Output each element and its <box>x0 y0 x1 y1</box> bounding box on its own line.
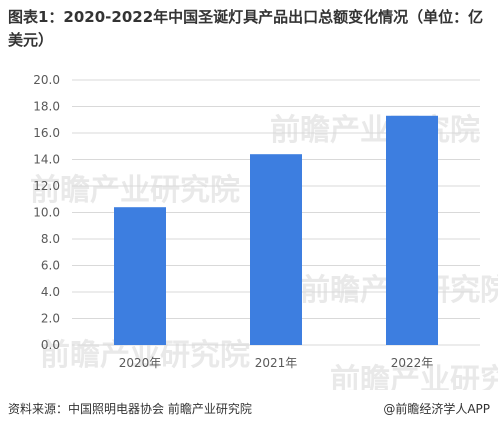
y-tick-label: 12.0 <box>33 179 60 193</box>
chart-title: 图表1：2020-2022年中国圣诞灯具产品出口总额变化情况（单位：亿美元） <box>8 8 484 49</box>
x-tick-label: 2022年 <box>391 356 434 370</box>
x-axis-ticks: 2020年 2021年 2022年 <box>119 356 434 370</box>
y-tick-label: 14.0 <box>33 153 60 167</box>
y-tick-label: 2.0 <box>41 312 60 326</box>
bar <box>114 207 166 345</box>
x-tick-label: 2020年 <box>119 356 162 370</box>
x-tick-label: 2021年 <box>255 356 298 370</box>
y-tick-label: 10.0 <box>33 206 60 220</box>
y-tick-label: 16.0 <box>33 126 60 140</box>
source-note: 资料来源：中国照明电器协会 前瞻产业研究院 <box>8 402 252 416</box>
y-tick-label: 4.0 <box>41 285 60 299</box>
credit-note: @前瞻经济学人APP <box>383 402 490 416</box>
y-axis-ticks: 0.0 2.0 4.0 6.0 8.0 10.0 12.0 14.0 16.0 18.0 20.0 <box>33 73 60 352</box>
y-tick-label: 0.0 <box>41 338 60 352</box>
bar <box>250 154 302 345</box>
watermark-text: 前瞻产业研究院 <box>270 113 480 148</box>
y-tick-label: 18.0 <box>33 100 60 114</box>
bars <box>114 115 438 346</box>
y-tick-label: 6.0 <box>41 259 60 273</box>
y-tick-label: 20.0 <box>33 73 60 87</box>
watermark-text: 前瞻产业研究院 <box>330 363 498 390</box>
bar-chart: 前瞻产业研究院前瞻产业研究院前瞻产业研究院前瞻产业研究院前瞻产业研究院 0.02… <box>30 73 498 390</box>
watermark-text: 前瞻产业研究院 <box>30 173 240 208</box>
y-tick-label: 8.0 <box>41 232 60 246</box>
bar <box>386 115 438 346</box>
chart-area: 前瞻产业研究院前瞻产业研究院前瞻产业研究院前瞻产业研究院前瞻产业研究院 0.02… <box>0 60 498 390</box>
